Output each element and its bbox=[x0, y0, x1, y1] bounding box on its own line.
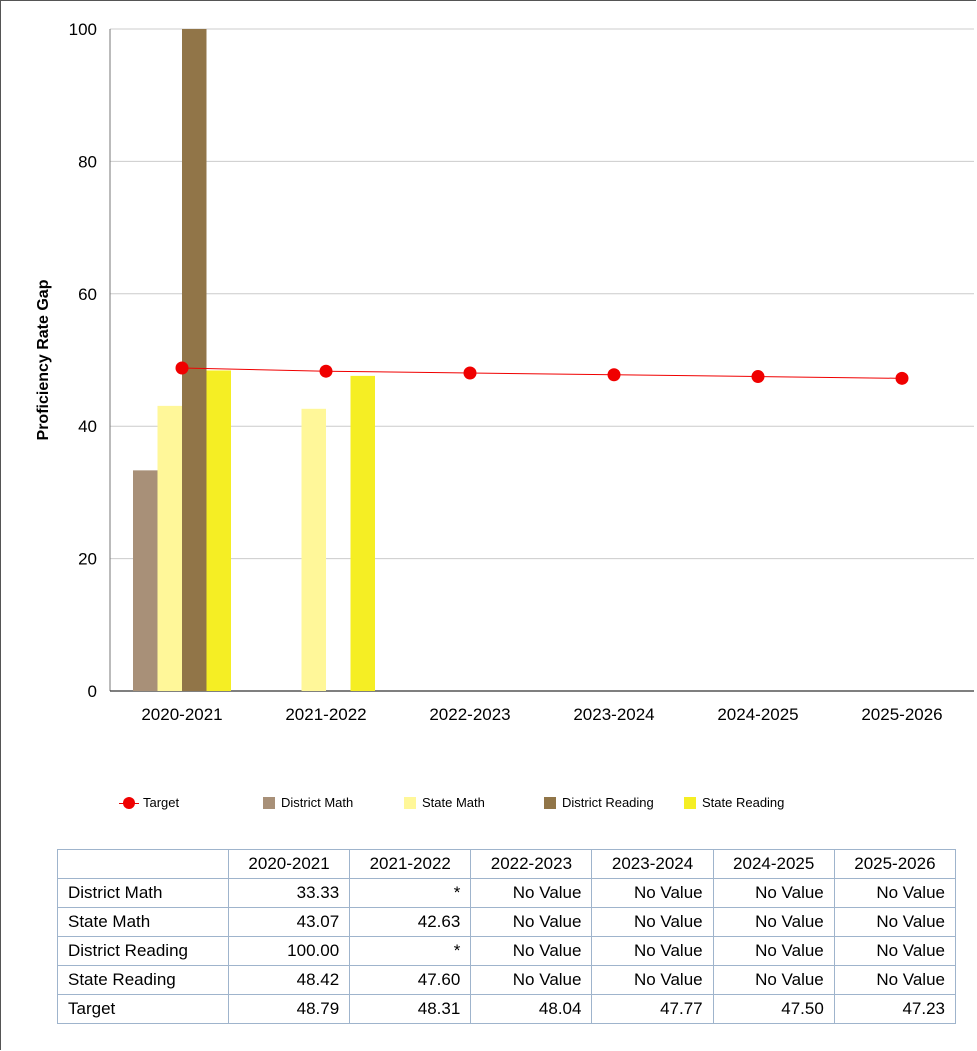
table-row: District Reading 100.00 * No Value No Va… bbox=[57, 936, 957, 966]
x-tick-label: 2020-2021 bbox=[141, 705, 222, 724]
table-cell: No Value bbox=[591, 878, 714, 908]
bar-state-reading bbox=[350, 375, 375, 691]
data-table: 2020-2021 2021-2022 2022-2023 2023-2024 … bbox=[57, 849, 957, 1024]
table-cell: No Value bbox=[833, 907, 957, 937]
x-tick-label: 2021-2022 bbox=[285, 705, 366, 724]
y-tick-label: 0 bbox=[88, 682, 97, 701]
y-tick-label: 80 bbox=[78, 152, 97, 171]
target-line bbox=[181, 367, 903, 379]
district-math-swatch-icon bbox=[263, 796, 275, 809]
legend-label: State Math bbox=[422, 795, 485, 810]
table-row-label: State Math bbox=[57, 907, 229, 937]
x-tick-label: 2023-2024 bbox=[573, 705, 654, 724]
table-cell: 48.31 bbox=[349, 994, 472, 1024]
table-row: Target 48.79 48.31 48.04 47.77 47.50 47.… bbox=[57, 994, 957, 1024]
y-tick-label: 20 bbox=[78, 550, 97, 569]
target-point bbox=[751, 370, 765, 384]
legend-item-state-reading[interactable]: State Reading bbox=[684, 795, 784, 810]
table-header-cell: 2020-2021 bbox=[227, 849, 351, 879]
table-header-cell: 2025-2026 bbox=[833, 849, 957, 879]
table-cell: No Value bbox=[712, 965, 835, 995]
table-cell: * bbox=[349, 878, 472, 908]
x-tick-label: 2022-2023 bbox=[429, 705, 510, 724]
table-row-label: District Reading bbox=[57, 936, 229, 966]
y-tick-label: 40 bbox=[78, 417, 97, 436]
table-cell: No Value bbox=[470, 965, 593, 995]
legend-item-district-math[interactable]: District Math bbox=[263, 795, 353, 810]
table-header-cell: 2022-2023 bbox=[470, 849, 593, 879]
legend-label: District Math bbox=[281, 795, 354, 810]
legend-label: State Reading bbox=[702, 795, 785, 810]
legend-item-district-reading[interactable]: District Reading bbox=[544, 795, 654, 810]
bar-state-reading bbox=[206, 370, 231, 691]
legend-label: Target bbox=[143, 795, 180, 810]
target-point bbox=[319, 364, 333, 378]
table-cell: 48.42 bbox=[227, 965, 351, 995]
state-math-swatch-icon bbox=[404, 796, 416, 809]
target-point bbox=[175, 361, 189, 375]
table-cell: No Value bbox=[591, 936, 714, 966]
table-header-row: 2020-2021 2021-2022 2022-2023 2023-2024 … bbox=[57, 849, 957, 879]
table-header-cell: 2024-2025 bbox=[712, 849, 835, 879]
x-tick-label: 2025-2026 bbox=[861, 705, 942, 724]
y-axis-label: Proficiency Rate Gap bbox=[35, 279, 52, 440]
table-cell: No Value bbox=[712, 936, 835, 966]
table-cell: 33.33 bbox=[227, 878, 351, 908]
bar-state-math bbox=[157, 405, 182, 691]
table-cell: No Value bbox=[833, 965, 957, 995]
y-tick-label: 100 bbox=[69, 20, 97, 39]
table-cell: 100.00 bbox=[227, 936, 351, 966]
table-row-label: Target bbox=[57, 994, 229, 1024]
table-cell: 47.50 bbox=[712, 994, 835, 1024]
legend-item-target[interactable]: Target bbox=[119, 795, 179, 810]
table-cell: * bbox=[349, 936, 472, 966]
x-tick-label: 2024-2025 bbox=[717, 705, 798, 724]
table-cell: 43.07 bbox=[227, 907, 351, 937]
table-cell: 48.79 bbox=[227, 994, 351, 1024]
proficiency-chart: 0 20 40 60 80 100 Proficiency Rate Gap 2020-202… bbox=[35, 20, 974, 724]
state-reading-swatch-icon bbox=[684, 796, 696, 809]
table-row-label: District Math bbox=[57, 878, 229, 908]
table-cell: No Value bbox=[470, 936, 593, 966]
table-cell: 42.63 bbox=[349, 907, 472, 937]
table-cell: No Value bbox=[470, 907, 593, 937]
bar-state-math bbox=[301, 408, 326, 691]
y-tick-label: 60 bbox=[78, 285, 97, 304]
district-reading-swatch-icon bbox=[544, 796, 556, 809]
table-cell: No Value bbox=[833, 878, 957, 908]
table-row: State Reading 48.42 47.60 No Value No Va… bbox=[57, 965, 957, 995]
table-row-label: State Reading bbox=[57, 965, 229, 995]
table-cell: No Value bbox=[591, 965, 714, 995]
table-cell: 47.60 bbox=[349, 965, 472, 995]
table-corner-cell bbox=[57, 849, 229, 879]
table-cell: No Value bbox=[712, 907, 835, 937]
target-point bbox=[895, 371, 909, 385]
table-cell: No Value bbox=[591, 907, 714, 937]
table-row: State Math 43.07 42.63 No Value No Value… bbox=[57, 907, 957, 937]
table-cell: No Value bbox=[470, 878, 593, 908]
table-cell: 47.23 bbox=[833, 994, 957, 1024]
chart-legend: Target District Math State Math District… bbox=[0, 795, 977, 815]
table-cell: 48.04 bbox=[470, 994, 593, 1024]
table-cell: No Value bbox=[712, 878, 835, 908]
table-cell: No Value bbox=[833, 936, 957, 966]
table-header-cell: 2023-2024 bbox=[591, 849, 714, 879]
legend-label: District Reading bbox=[562, 795, 654, 810]
table-cell: 47.77 bbox=[591, 994, 714, 1024]
target-point bbox=[607, 368, 621, 382]
bar-district-math bbox=[133, 470, 158, 691]
target-point bbox=[463, 366, 477, 380]
table-header-cell: 2021-2022 bbox=[349, 849, 472, 879]
bar-district-reading bbox=[182, 29, 207, 691]
target-marker-icon bbox=[119, 796, 139, 809]
legend-item-state-math[interactable]: State Math bbox=[404, 795, 485, 810]
table-row: District Math 33.33 * No Value No Value … bbox=[57, 878, 957, 908]
